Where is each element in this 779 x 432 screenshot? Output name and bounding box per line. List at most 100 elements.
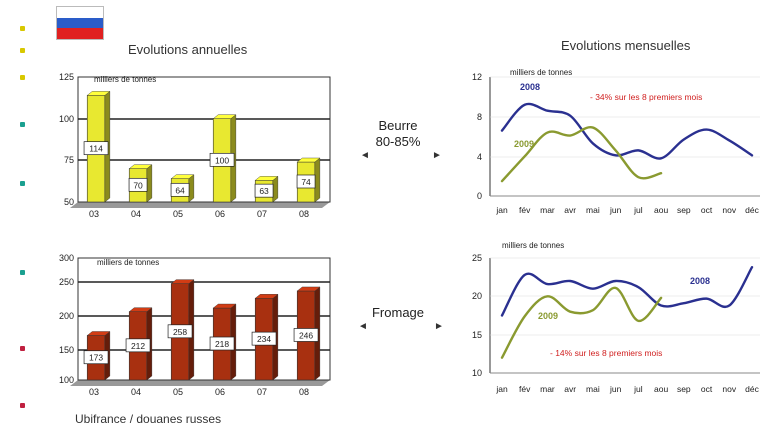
- plot-frame: [77, 257, 331, 381]
- series-label-2009: 2009: [538, 311, 558, 321]
- y-tick-label: 300: [59, 253, 74, 263]
- bar-top: [170, 174, 195, 179]
- data-label-box: [209, 152, 235, 167]
- x-tick-label: 04: [131, 209, 141, 219]
- x-tick-label: 03: [89, 387, 99, 397]
- x-tick-label: jan: [495, 205, 508, 215]
- bar-top: [254, 176, 279, 181]
- unit-label: milliers de tonnes: [94, 75, 156, 84]
- flag-stripe-white: [57, 7, 103, 18]
- x-tick-label: jun: [609, 384, 622, 394]
- x-tick-label: avr: [564, 205, 576, 215]
- data-label-box: [296, 174, 316, 189]
- bar-top: [86, 331, 111, 336]
- unit-label: milliers de tonnes: [97, 258, 159, 267]
- y-tick-label: 10: [472, 368, 482, 378]
- series-line-2008: [500, 266, 754, 317]
- bar-top: [86, 91, 111, 96]
- y-tick-label: 15: [472, 330, 482, 340]
- x-tick-label: 06: [215, 387, 225, 397]
- y-tick-label: 150: [59, 345, 74, 355]
- data-label-box: [293, 328, 319, 342]
- data-label: 173: [89, 353, 103, 363]
- series-label-2008: 2008: [690, 276, 710, 286]
- x-tick-label: 04: [131, 387, 141, 397]
- y-tick-label: 20: [472, 291, 482, 301]
- data-label: 246: [299, 330, 313, 340]
- x-tick-label: 05: [173, 387, 183, 397]
- series-line-2009: [500, 286, 663, 359]
- x-tick-label: déc: [745, 205, 759, 215]
- bullet-icon: [20, 346, 25, 351]
- x-tick-label: mar: [540, 205, 555, 215]
- cheese-label: Fromage: [371, 305, 425, 320]
- flag-stripe-red: [57, 28, 103, 39]
- data-label: 218: [215, 339, 229, 349]
- x-tick-label: mai: [586, 384, 600, 394]
- series-line-2008: [500, 102, 754, 160]
- y-tick-label: 4: [477, 152, 482, 162]
- data-label: 70: [133, 180, 143, 190]
- y-tick-label: 75: [64, 155, 74, 165]
- data-label: 64: [175, 185, 185, 195]
- x-tick-label: jul: [633, 384, 643, 394]
- y-tick-label: 250: [59, 277, 74, 287]
- russia-flag: [56, 6, 104, 40]
- y-tick-label: 125: [59, 72, 74, 82]
- bar-top: [170, 279, 195, 284]
- data-label-box: [125, 338, 151, 353]
- y-tick-label: 12: [472, 72, 482, 82]
- flag-stripe-blue: [57, 17, 103, 29]
- data-label: 258: [173, 327, 187, 337]
- y-tick-label: 8: [477, 112, 482, 122]
- unit-label: milliers de tonnes: [510, 68, 572, 77]
- data-label: 74: [301, 177, 311, 187]
- unit-label: milliers de tonnes: [502, 241, 564, 250]
- y-tick-label: 0: [477, 191, 482, 201]
- bar-top: [296, 286, 321, 292]
- bar-side: [272, 175, 279, 203]
- series-label-2009: 2009: [514, 139, 534, 149]
- series-line-2009: [500, 125, 663, 183]
- data-label-box: [251, 331, 277, 346]
- x-tick-label: 05: [173, 209, 183, 219]
- chart-floor: [70, 380, 330, 386]
- bullet-icon: [20, 75, 25, 80]
- x-tick-label: jul: [633, 205, 643, 215]
- data-label: 63: [259, 186, 269, 196]
- bullet-icon: [20, 403, 25, 408]
- data-label-box: [83, 141, 109, 156]
- butter-label-line2: 80-85%: [375, 134, 421, 149]
- x-tick-label: oct: [701, 205, 713, 215]
- series-label-2008: 2008: [520, 82, 540, 92]
- x-tick-label: 06: [215, 209, 225, 219]
- left-arrow-icon: ◄: [360, 150, 370, 161]
- data-label-box: [167, 324, 193, 339]
- y-tick-label: 100: [59, 375, 74, 385]
- x-tick-label: oct: [701, 384, 713, 394]
- annual-heading: Evolutions annuelles: [128, 42, 248, 57]
- bar-top: [254, 294, 279, 299]
- bar-top: [128, 307, 153, 312]
- x-tick-label: aou: [654, 205, 668, 215]
- data-label-box: [128, 177, 148, 192]
- bullet-icon: [20, 270, 25, 275]
- data-label-box: [170, 182, 190, 197]
- chart-annotation: - 14% sur les 8 premiers mois: [550, 348, 662, 358]
- bar-side: [314, 157, 321, 203]
- bar-top: [296, 157, 321, 163]
- chart-floor: [70, 202, 330, 208]
- x-tick-label: 03: [89, 209, 99, 219]
- monthly-heading: Evolutions mensuelles: [561, 38, 691, 53]
- source-note: Ubifrance / douanes russes: [75, 412, 222, 426]
- x-tick-label: jan: [495, 384, 508, 394]
- y-tick-label: 50: [64, 197, 74, 207]
- data-label-box: [83, 350, 109, 365]
- data-label: 212: [131, 341, 145, 351]
- x-tick-label: fév: [519, 205, 531, 215]
- bar-side: [146, 164, 153, 203]
- bar-top: [212, 303, 237, 309]
- x-tick-label: sep: [677, 384, 691, 394]
- x-tick-label: 08: [299, 209, 309, 219]
